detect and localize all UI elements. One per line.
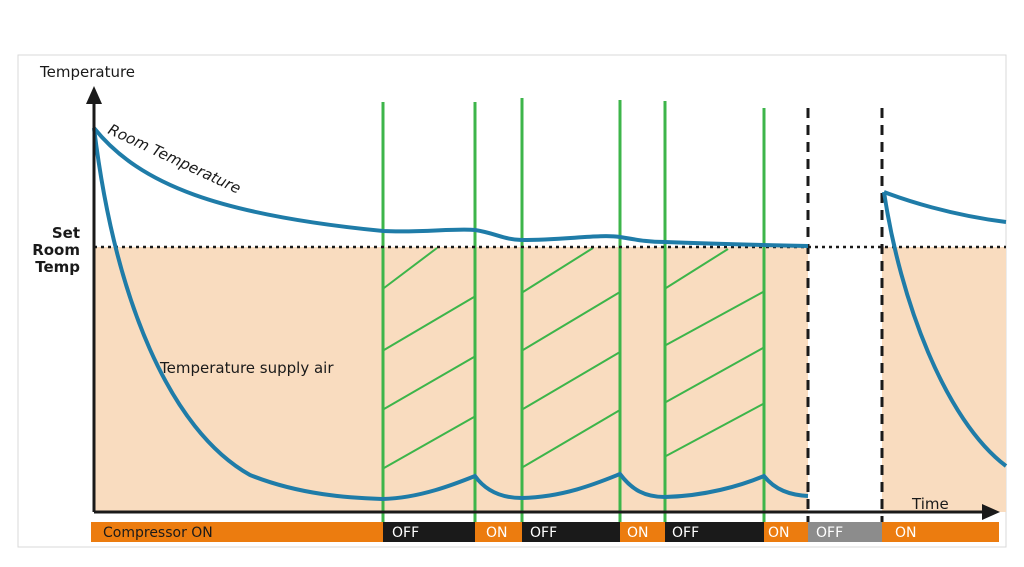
set-room-temp-label: Set Room Temp: [32, 224, 80, 276]
bar-label: OFF: [530, 525, 557, 541]
supply-air-label: Temperature supply air: [159, 359, 334, 377]
bar-segment-on: [620, 522, 665, 542]
bar-label: OFF: [816, 525, 843, 541]
set-temp-line2: Room: [32, 241, 80, 259]
shaded-area: [94, 247, 1006, 512]
room-temperature-curve: [92, 126, 809, 248]
compressor-status-bar: Compressor ON OFF ON OFF ON OFF ON OFF O…: [91, 522, 999, 542]
supply-air-curve-after: [882, 191, 1008, 468]
bar-segment-on: [882, 522, 999, 542]
bar-label: ON: [627, 525, 649, 541]
x-axis-arrow: [982, 504, 1000, 520]
bar-segment-fan-off: [808, 522, 882, 542]
bar-label: ON: [895, 525, 917, 541]
bar-label: OFF: [672, 525, 699, 541]
bar-segment-on: [91, 522, 383, 542]
x-axis-title: Time: [911, 495, 949, 513]
bar-segment-off: [383, 522, 475, 542]
bar-segment-off: [522, 522, 620, 542]
bar-segment-on: [475, 522, 522, 542]
bar-label: ON: [768, 525, 790, 541]
bar-segment-off: [665, 522, 764, 542]
bar-label: ON: [486, 525, 508, 541]
set-temp-line3: Temp: [35, 258, 80, 276]
room-temperature-curve-after: [883, 190, 1007, 224]
y-axis-arrow: [86, 86, 102, 104]
bar-label: OFF: [392, 525, 419, 541]
set-temp-line1: Set: [52, 224, 80, 242]
y-axis-title: Temperature: [39, 63, 135, 81]
supply-air-curve: [92, 127, 809, 502]
compressor-switch-lines: [381, 98, 766, 526]
bar-segment-on: [764, 522, 808, 542]
fan-off-boundaries: [806, 108, 884, 522]
axes: [86, 86, 1000, 520]
bar-label: Compressor ON: [103, 525, 213, 541]
off-period-hatching: [383, 247, 764, 469]
